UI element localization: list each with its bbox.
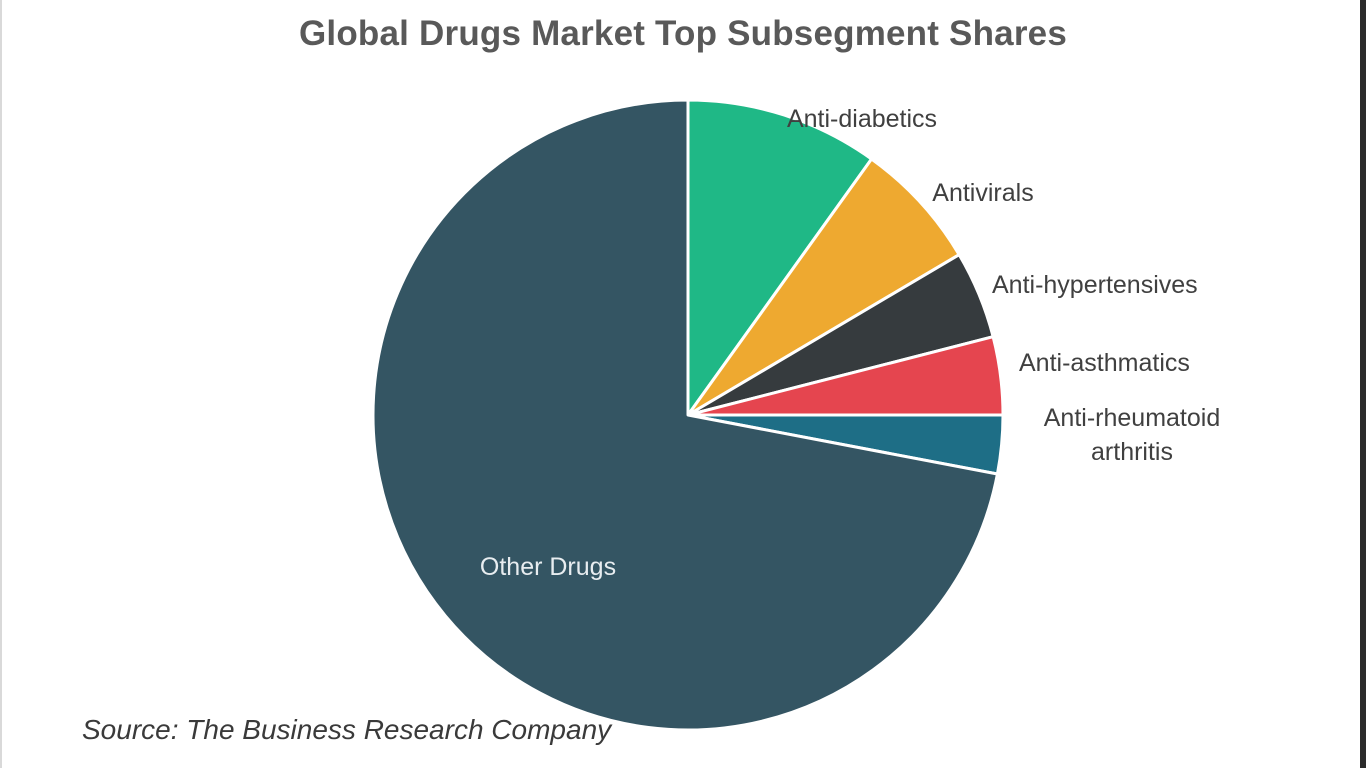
slice-label-antivirals: Antivirals: [932, 179, 1033, 207]
slice-label-anti-asthmatics: Anti-asthmatics: [1019, 349, 1190, 377]
pie-labels: Anti-diabetics Antivirals Anti-hypertensiv…: [480, 105, 1220, 581]
slice-label-anti-rheumatoid-arthritis: Anti-rheumatoid arthritis: [1044, 404, 1220, 466]
pie-slices: [371, 98, 1005, 732]
pie-slice-other-drugs: [371, 98, 999, 732]
chart-title: Global Drugs Market Top Subsegment Share…: [299, 14, 1067, 53]
slice-label-anti-diabetics: Anti-diabetics: [787, 105, 937, 133]
source-note: Source: The Business Research Company: [82, 714, 612, 745]
slice-label-other-drugs: Other Drugs: [480, 553, 616, 581]
pie-slice-antivirals: [686, 157, 961, 417]
pie-slice-anti-diabetics: [686, 98, 874, 417]
slice-label-anti-hypertensives: Anti-hypertensives: [992, 271, 1198, 299]
